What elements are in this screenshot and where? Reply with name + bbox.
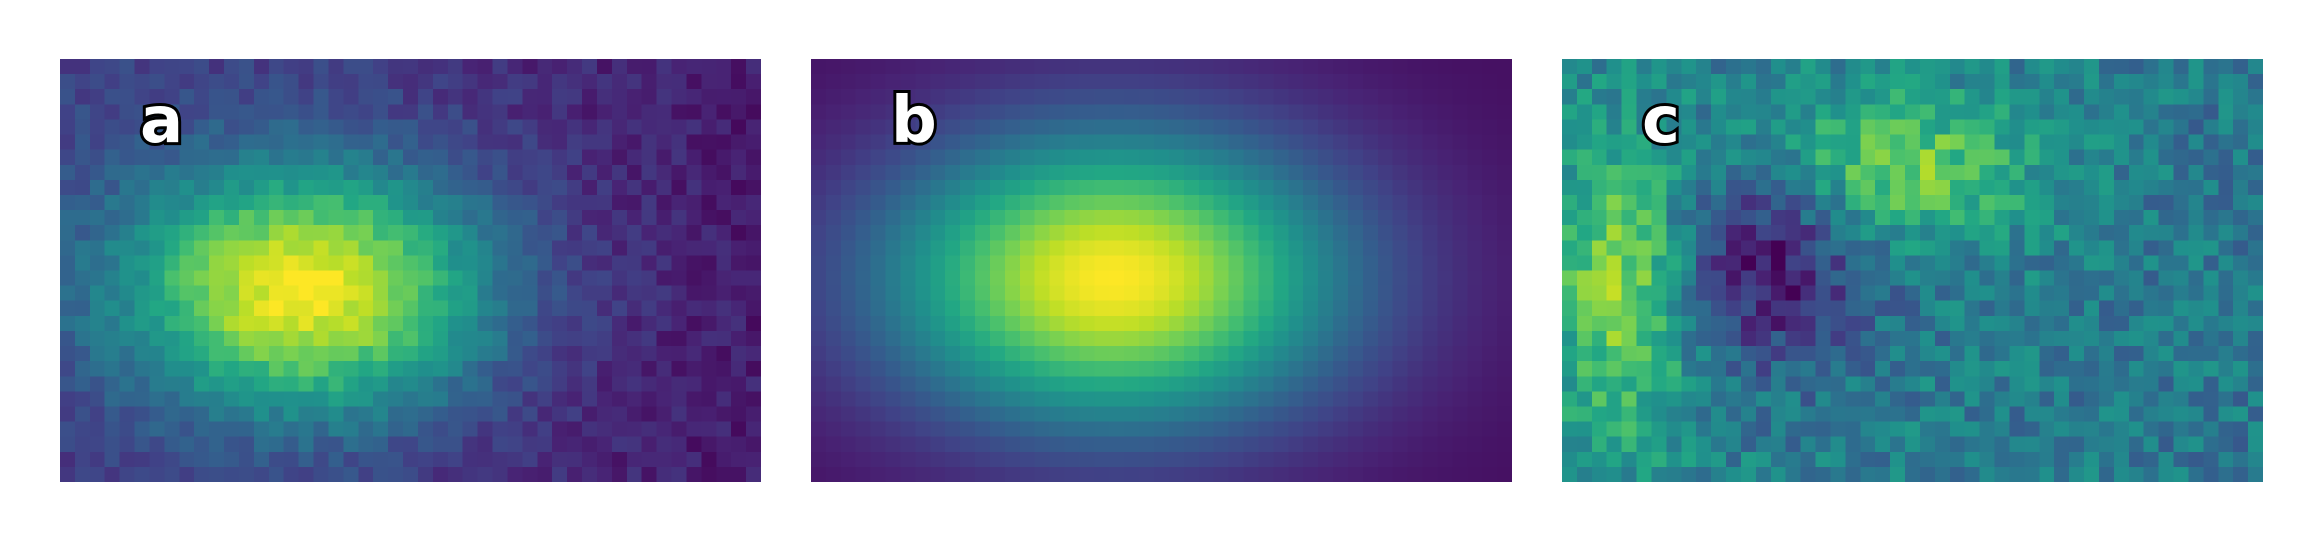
heatmap-panel-a: a [60,59,761,482]
heatmap-image-b [811,59,1512,482]
panel-label-b: b [888,84,940,158]
heatmap-image-a [60,59,761,482]
panel-label-a: a [137,84,186,158]
heatmap-panel-b: b [811,59,1512,482]
heatmap-image-c [1562,59,2263,482]
panel-label-c: c [1639,84,1683,158]
heatmap-panel-c: c [1562,59,2263,482]
